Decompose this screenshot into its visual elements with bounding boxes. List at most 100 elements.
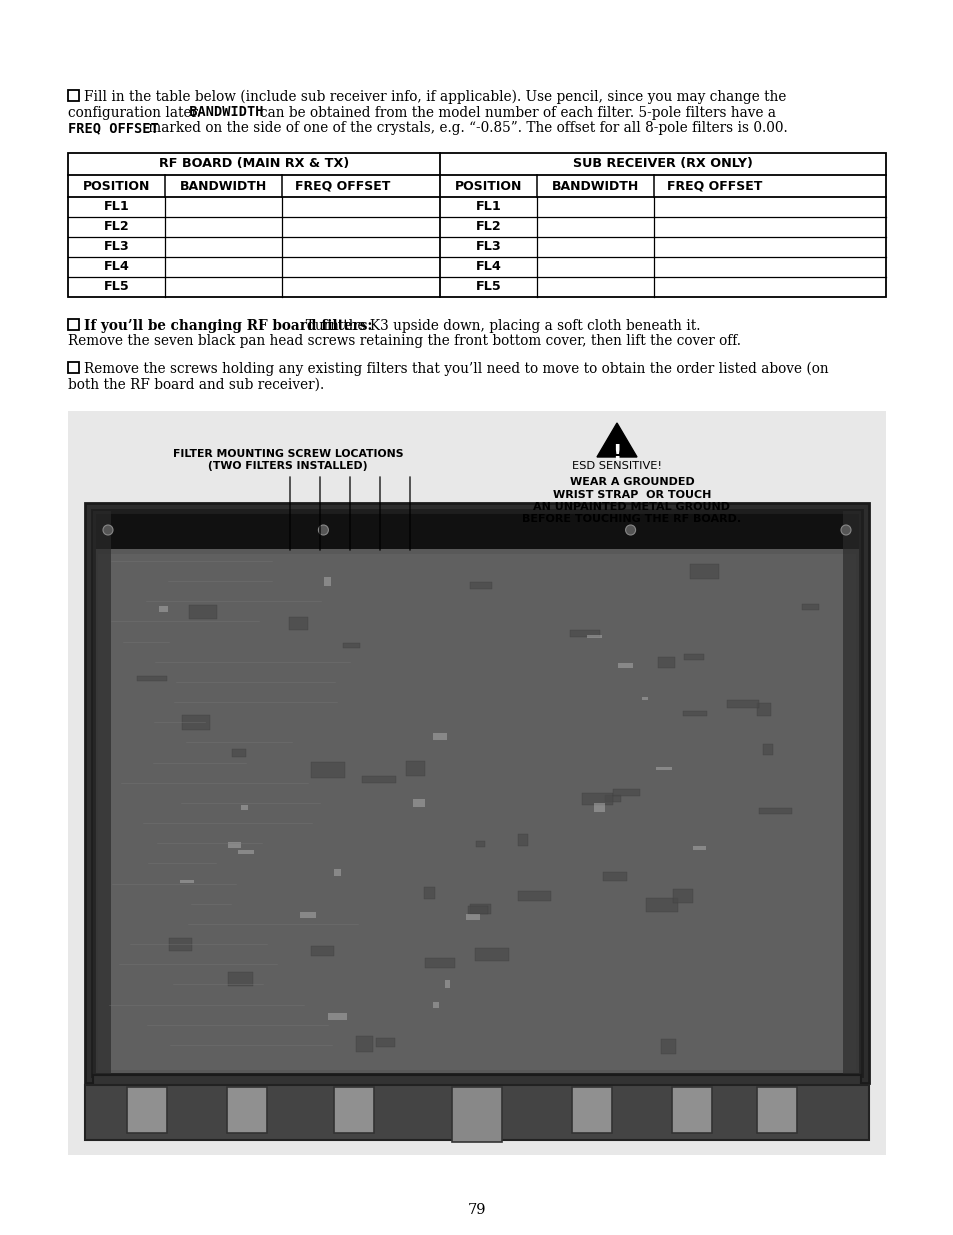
Bar	[433, 1002, 438, 1008]
Bar	[237, 850, 253, 853]
Bar	[68, 90, 79, 101]
Bar	[726, 700, 759, 708]
Bar	[289, 618, 308, 630]
Bar	[169, 939, 192, 951]
Bar	[756, 1087, 796, 1132]
Bar	[645, 898, 678, 911]
Bar	[159, 606, 168, 613]
Bar	[683, 655, 703, 659]
Bar	[842, 511, 861, 1074]
Bar	[241, 805, 248, 810]
Text: can be obtained from the model number of each filter. 5-pole filters have a: can be obtained from the model number of…	[260, 105, 775, 120]
Bar	[189, 605, 216, 619]
Bar	[594, 803, 604, 811]
Text: RF BOARD (MAIN RX & TX): RF BOARD (MAIN RX & TX)	[159, 158, 349, 170]
Text: Remove the seven black pan head screws retaining the front bottom cover, then li: Remove the seven black pan head screws r…	[68, 335, 740, 348]
Bar	[689, 564, 719, 579]
Bar	[92, 511, 861, 1074]
Text: FREQ OFFSET: FREQ OFFSET	[666, 179, 761, 193]
Text: ESD SENSITIVE!: ESD SENSITIVE!	[572, 461, 661, 471]
Text: Fill in the table below (include sub receiver info, if applicable). Use pencil, : Fill in the table below (include sub rec…	[84, 90, 785, 105]
Text: FL5: FL5	[476, 280, 501, 294]
Bar	[311, 946, 334, 956]
Text: FL3: FL3	[104, 241, 130, 253]
Text: Turn the K3 upside down, placing a soft cloth beneath it.: Turn the K3 upside down, placing a soft …	[296, 319, 700, 333]
Bar	[586, 635, 601, 638]
Bar	[311, 762, 345, 778]
Text: (TWO FILTERS INSTALLED): (TWO FILTERS INSTALLED)	[208, 461, 367, 471]
Text: marked on the side of one of the crystals, e.g. “-0.85”. The offset for all 8-po: marked on the side of one of the crystal…	[144, 121, 787, 135]
Bar	[641, 697, 647, 700]
Bar	[468, 906, 488, 914]
Text: FL1: FL1	[476, 200, 501, 214]
Text: SUB RECEIVER (RX ONLY): SUB RECEIVER (RX ONLY)	[573, 158, 752, 170]
Bar	[762, 743, 772, 755]
Bar	[656, 767, 671, 769]
Bar	[682, 711, 706, 716]
Bar	[618, 663, 633, 668]
Bar	[470, 904, 491, 914]
Bar	[182, 715, 210, 730]
Bar	[85, 1086, 868, 1140]
Text: FL2: FL2	[104, 221, 130, 233]
Bar	[602, 872, 626, 881]
Bar	[757, 703, 770, 716]
Text: BANDWIDTH: BANDWIDTH	[181, 105, 272, 120]
Bar	[692, 846, 705, 850]
Text: BANDWIDTH: BANDWIDTH	[180, 179, 267, 193]
Bar	[413, 799, 424, 806]
Bar	[375, 1037, 395, 1047]
Bar	[68, 153, 885, 296]
Text: FL3: FL3	[476, 241, 501, 253]
Bar	[465, 914, 479, 920]
Bar	[801, 604, 818, 610]
Bar	[658, 657, 675, 668]
Bar	[98, 555, 855, 1070]
Text: FREQ OFFSET: FREQ OFFSET	[68, 121, 158, 135]
Text: FREQ OFFSET: FREQ OFFSET	[295, 179, 391, 193]
Bar	[227, 1087, 266, 1132]
Text: configuration later.: configuration later.	[68, 105, 200, 120]
Bar	[355, 1036, 373, 1052]
Bar	[228, 842, 241, 848]
Bar	[572, 1087, 612, 1132]
Bar	[517, 890, 551, 902]
Text: BEFORE TOUCHING THE RF BOARD.: BEFORE TOUCHING THE RF BOARD.	[522, 515, 740, 525]
Bar	[92, 1074, 861, 1091]
Bar	[92, 511, 861, 550]
Text: If you’ll be changing RF board filters:: If you’ll be changing RF board filters:	[84, 319, 372, 333]
Bar	[324, 577, 331, 585]
Bar	[759, 808, 791, 814]
Bar	[343, 643, 359, 648]
Bar	[475, 948, 509, 961]
Bar	[604, 795, 620, 802]
Bar	[517, 834, 527, 846]
Bar	[470, 582, 492, 589]
Text: 79: 79	[467, 1203, 486, 1216]
Bar	[660, 1039, 676, 1053]
Text: Remove the screws holding any existing filters that you’ll need to move to obtai: Remove the screws holding any existing f…	[84, 362, 828, 377]
Bar	[92, 511, 111, 1074]
Bar	[613, 789, 639, 797]
Bar	[127, 1087, 167, 1132]
Bar	[361, 776, 395, 783]
Circle shape	[318, 525, 328, 535]
Text: FL4: FL4	[104, 261, 130, 273]
Bar	[452, 1087, 501, 1142]
Text: AN UNPAINTED METAL GROUND: AN UNPAINTED METAL GROUND	[533, 501, 730, 513]
Text: FL4: FL4	[475, 261, 501, 273]
Bar	[232, 748, 246, 757]
Bar	[228, 972, 253, 986]
Bar	[423, 887, 435, 899]
Text: POSITION: POSITION	[455, 179, 521, 193]
Circle shape	[841, 525, 850, 535]
Bar	[406, 761, 424, 776]
Text: WEAR A GROUNDED: WEAR A GROUNDED	[569, 477, 694, 487]
Text: FL5: FL5	[104, 280, 130, 294]
Bar	[444, 981, 450, 988]
Bar	[68, 411, 885, 1155]
Bar	[569, 630, 599, 637]
Bar	[92, 550, 861, 1074]
Polygon shape	[597, 424, 637, 457]
Bar	[671, 1087, 711, 1132]
